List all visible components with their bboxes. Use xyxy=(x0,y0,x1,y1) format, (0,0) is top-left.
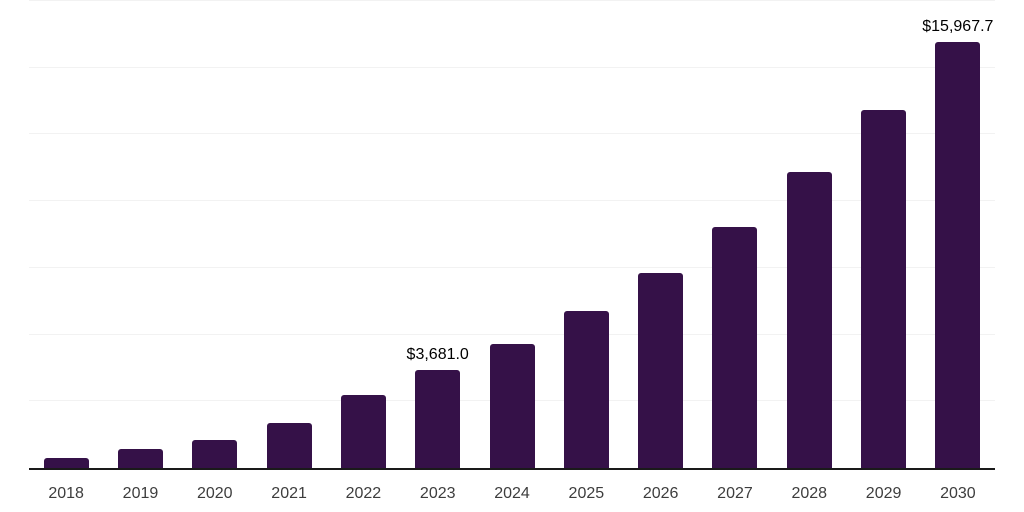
bar-2018 xyxy=(43,458,89,468)
x-tick-2024: 2024 xyxy=(494,485,530,502)
gridline xyxy=(29,334,995,335)
bar-2023 xyxy=(415,370,461,468)
plot-area: $3,681.0 $15,967.7 xyxy=(29,0,995,470)
x-tick-2019: 2019 xyxy=(122,485,159,502)
gridline xyxy=(29,133,995,134)
bar-2024 xyxy=(489,344,535,468)
gridline xyxy=(29,0,995,1)
bar-2027 xyxy=(712,227,758,468)
x-tick-2025: 2025 xyxy=(568,485,605,502)
bar-2025 xyxy=(563,311,609,468)
x-tick-2022: 2022 xyxy=(345,485,382,502)
bar-2030 xyxy=(935,42,981,468)
bar-2021 xyxy=(266,423,312,468)
bar-2026 xyxy=(638,273,684,468)
x-tick-2026: 2026 xyxy=(642,485,679,502)
x-tick-2029: 2029 xyxy=(865,485,902,502)
gridline xyxy=(29,67,995,68)
x-tick-2018: 2018 xyxy=(48,485,84,502)
gridline xyxy=(29,200,995,201)
bar-2022 xyxy=(340,395,386,468)
bar-2028 xyxy=(786,172,832,468)
gridline xyxy=(29,267,995,268)
x-tick-2020: 2020 xyxy=(196,485,233,502)
x-tick-2021: 2021 xyxy=(271,485,307,502)
x-tick-2030: 2030 xyxy=(940,485,976,502)
x-tick-2028: 2028 xyxy=(791,485,828,502)
x-tick-2023: 2023 xyxy=(419,485,456,502)
x-axis: 2018 2019 2020 2021 2022 2023 2024 2025 2026 2027… xyxy=(29,484,995,503)
data-label-2030: $15,967.7 xyxy=(922,18,994,35)
bar-2019 xyxy=(117,449,163,468)
x-tick-2027: 2027 xyxy=(717,485,753,502)
bar-2020 xyxy=(192,440,238,468)
data-label-2023: $3,681.0 xyxy=(406,346,469,363)
bar-2029 xyxy=(861,110,907,468)
